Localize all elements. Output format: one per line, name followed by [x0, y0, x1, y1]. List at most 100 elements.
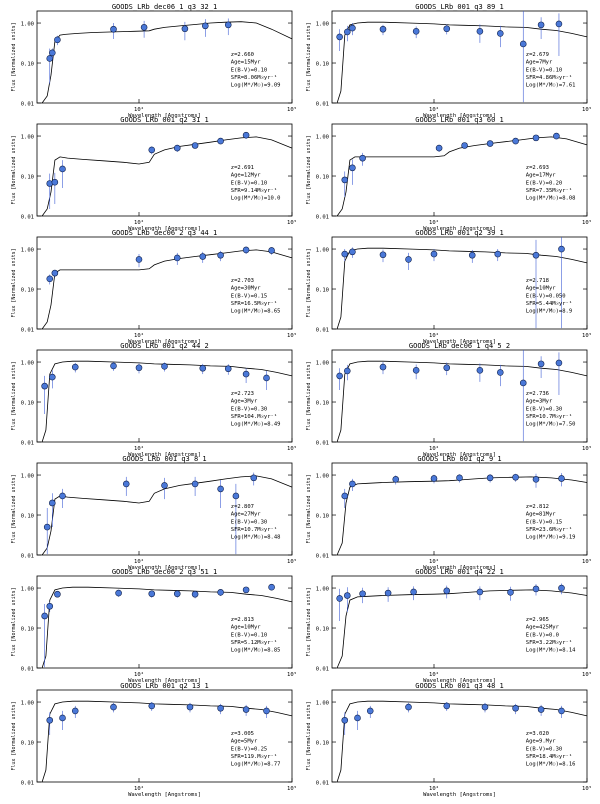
photometry-point — [412, 367, 420, 374]
x-axis-label: Wavelength [Angstroms] — [128, 226, 201, 232]
photometry-point — [242, 706, 250, 713]
fit-annotation: E(B-V)=0.30 — [231, 519, 267, 525]
photometry-point — [263, 707, 270, 715]
photometry-point — [553, 132, 560, 140]
photometry-point — [43, 523, 51, 531]
photometry-point — [558, 584, 565, 592]
plot-frame — [331, 10, 588, 104]
sed-panel: GOODS_LRb_001_q3_89_1 1.00 0.10 0.01 10⁴ 10⁵ F… — [306, 3, 592, 119]
x-tick-label: 10⁵ — [287, 558, 297, 565]
photometry-point — [173, 144, 181, 152]
photometry-point — [48, 373, 56, 381]
photometry-point — [443, 702, 451, 710]
y-tick-label: 0.01 — [21, 215, 34, 221]
fit-annotation: Log(M*/M☉)=9.09 — [231, 82, 281, 88]
y-tick-label: 0.01 — [21, 781, 34, 787]
y-tick-label: 1.00 — [316, 361, 329, 367]
y-tick-label: 0.01 — [21, 441, 34, 447]
photometry-point — [512, 473, 519, 481]
photometry-point — [268, 583, 275, 591]
fit-annotation: Age=27Myr — [231, 512, 261, 518]
fit-annotation: Age=3Myr — [526, 399, 553, 405]
x-tick-label: 10⁵ — [582, 332, 592, 339]
photometry-point — [250, 474, 258, 482]
x-tick-label: 10⁵ — [287, 332, 297, 339]
photometry-point — [343, 28, 351, 36]
fit-annotation: Log(M*/M☉)=7.61 — [526, 82, 576, 88]
photometry-point — [242, 131, 250, 139]
x-tick-label: 10⁴ — [429, 332, 439, 339]
y-axis-label: Flux [Normalized units] — [11, 361, 17, 430]
fit-annotation: Age=425Myr — [526, 625, 560, 631]
x-axis-label: Wavelength [Angstroms] — [128, 678, 201, 684]
y-tick-label: 0.10 — [316, 401, 329, 407]
y-tick-label: 0.01 — [316, 215, 329, 221]
fit-annotation: Age=9.Myr — [526, 739, 556, 745]
x-tick-label: 10⁴ — [134, 671, 144, 678]
photometry-point — [341, 716, 349, 724]
photometry-point — [349, 248, 356, 256]
x-tick-label: 10⁵ — [582, 785, 592, 792]
photometry-point — [496, 369, 504, 376]
fit-annotation: z=2.703 — [231, 278, 254, 284]
fit-annotation: Age=10Myr — [231, 625, 261, 631]
x-tick-label: 10⁴ — [134, 219, 144, 226]
x-axis-label: Wavelength [Angstroms] — [128, 339, 201, 345]
photometry-point — [507, 589, 514, 596]
fit-annotation: SFR=5.12M☉yr⁻¹ — [231, 639, 277, 646]
fit-annotation: SFR=119.M☉yr⁻¹ — [231, 753, 277, 760]
x-axis-label: Wavelength [Angstroms] — [128, 113, 201, 119]
fit-annotation: E(B-V)=0.0 — [526, 632, 559, 638]
y-tick-label: 0.01 — [316, 102, 329, 108]
photometry-point — [430, 475, 438, 482]
photometry-point — [537, 360, 545, 368]
photometry-point — [41, 612, 48, 620]
x-tick-label: 10⁴ — [429, 671, 439, 678]
photometry-point — [349, 164, 356, 172]
photometry-point — [435, 144, 443, 152]
plot-frame — [331, 689, 588, 783]
sed-panel: GOODS_LRb_001_q3_8_1 1.00 0.10 0.01 10⁴ 10⁵ Fl… — [11, 455, 297, 571]
y-axis-label: Flux [Normalized units] — [306, 474, 312, 543]
panel-title: GOODS_LRb_001_q3_8_1 — [122, 455, 206, 463]
photometry-point — [191, 142, 199, 149]
x-tick-label: 10⁴ — [429, 219, 439, 226]
fit-annotation: Log(M*/M☉)=7.50 — [526, 421, 576, 427]
photometry-point — [224, 21, 232, 29]
y-tick-label: 0.10 — [21, 401, 34, 407]
sed-panel: GOODS_LRb_001_q2_44_2 1.00 0.10 0.01 10⁴ 10⁵ F… — [11, 342, 297, 458]
sed-template-line — [41, 136, 293, 217]
sed-panel: GOODS_LRb_001_q2_13_1 1.00 0.10 0.01 10⁴ 10⁵ F… — [11, 682, 297, 798]
photometry-point — [48, 499, 56, 507]
fit-annotation: E(B-V)=0.15 — [231, 293, 267, 299]
fit-annotation: Log(M*/M☉)=8.48 — [231, 534, 281, 540]
fit-annotation: E(B-V)=0.30 — [526, 406, 562, 412]
photometry-point — [148, 590, 156, 598]
fit-annotation: E(B-V)=0.10 — [231, 180, 267, 186]
photometry-point — [430, 250, 438, 258]
photometry-point — [468, 251, 476, 259]
y-tick-label: 1.00 — [21, 248, 34, 254]
photometry-point — [217, 589, 224, 596]
y-tick-label: 1.00 — [316, 701, 329, 707]
fit-annotation: z=2.813 — [231, 617, 254, 623]
fit-annotation: z=2.807 — [231, 504, 254, 510]
photometry-point — [359, 154, 366, 162]
photometry-point — [122, 480, 130, 488]
sed-panel: GOODS_LRb_001_q2_39_1 1.00 0.10 0.01 10⁴ 10⁵ F… — [306, 229, 592, 345]
y-axis-label: Flux [Normalized units] — [306, 361, 312, 430]
photometry-point — [115, 589, 122, 597]
fit-annotation: SFR=16.5M☉yr⁻¹ — [231, 300, 277, 307]
sed-template-line — [336, 21, 588, 104]
photometry-point — [110, 25, 117, 33]
photometry-point — [161, 482, 168, 489]
photometry-point — [110, 362, 117, 370]
fit-annotation: z=2.723 — [231, 391, 254, 397]
photometry-point — [349, 24, 356, 32]
panel-title: GOODS_LRb_001_q3_60_1 — [415, 116, 504, 124]
plot-frame — [331, 462, 588, 556]
photometry-point — [384, 589, 392, 597]
plot-frame — [36, 123, 293, 217]
fit-annotation: Age=12Myr — [231, 173, 261, 179]
photometry-point — [217, 137, 224, 145]
